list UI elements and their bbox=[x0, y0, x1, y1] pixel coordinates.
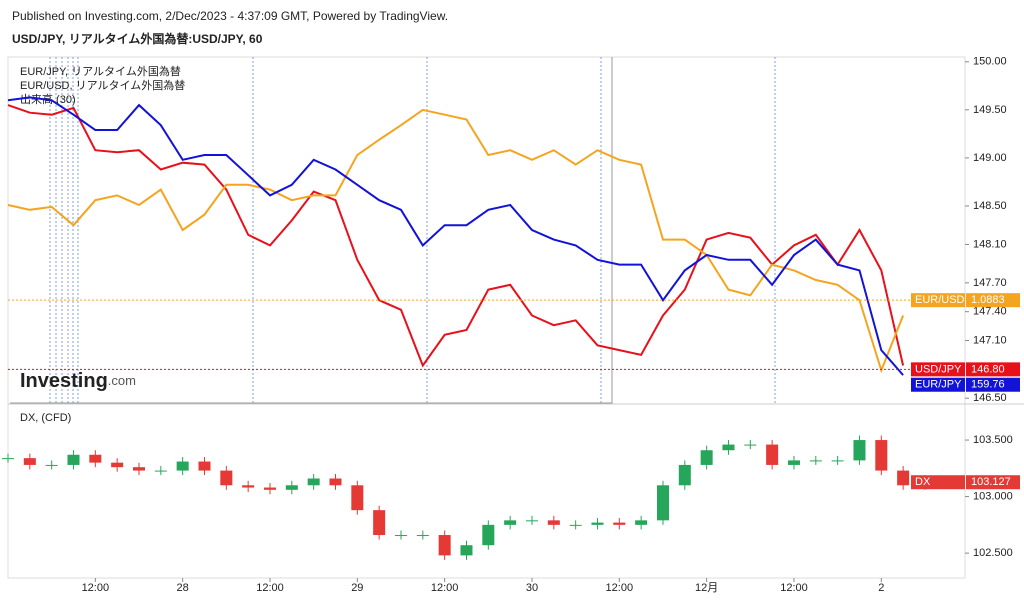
candle-body bbox=[809, 460, 822, 462]
price-tag-value-box bbox=[966, 293, 1020, 308]
candle-body bbox=[1, 458, 15, 460]
candle-body bbox=[744, 444, 757, 446]
legend-entry: EUR/USD, リアルタイム外国為替 bbox=[20, 78, 185, 92]
price-tag-name: EUR/USD bbox=[915, 294, 965, 306]
candle-body bbox=[285, 485, 298, 490]
candle-body bbox=[220, 470, 233, 486]
price-tag-name-box bbox=[911, 293, 965, 308]
candle-body bbox=[89, 454, 102, 463]
candle-body bbox=[875, 440, 888, 471]
price-tag-value: 146.80 bbox=[971, 363, 1005, 375]
candle-body bbox=[504, 520, 517, 525]
price-tag-name: EUR/JPY bbox=[915, 379, 962, 391]
plot-frame bbox=[7, 56, 966, 579]
candle-body bbox=[416, 535, 429, 537]
logo-suffix: .com bbox=[108, 373, 136, 388]
candle-body bbox=[853, 440, 866, 461]
candle-body bbox=[438, 535, 451, 556]
logo-brand: Investing bbox=[20, 370, 108, 392]
candle-body bbox=[111, 462, 124, 468]
x-tick-label: 2 bbox=[878, 582, 884, 594]
candle-body bbox=[307, 478, 320, 486]
series-line bbox=[7, 108, 905, 374]
price-tag-name-box bbox=[911, 377, 965, 392]
series-line bbox=[7, 104, 905, 368]
panel-title: DX, (CFD) bbox=[20, 412, 71, 424]
x-tick-label: 28 bbox=[177, 582, 189, 594]
candle-body bbox=[635, 520, 648, 525]
x-tick-label: 12:00 bbox=[256, 582, 284, 594]
x-tick-label: 12:00 bbox=[431, 582, 459, 594]
candle-body bbox=[482, 524, 495, 546]
candle-body bbox=[831, 460, 844, 462]
x-tick-label: 12:00 bbox=[82, 582, 110, 594]
price-tag-name-box bbox=[911, 362, 965, 377]
candle-body bbox=[23, 458, 36, 465]
y-tick-label: 146.50 bbox=[973, 392, 1007, 404]
candle-body bbox=[351, 485, 364, 511]
candle-body bbox=[525, 520, 538, 522]
candle-body bbox=[198, 461, 211, 471]
candle-body bbox=[263, 487, 276, 490]
candle-body bbox=[700, 450, 713, 465]
price-tag-value: 159.76 bbox=[971, 379, 1005, 391]
price-tag-value-box bbox=[966, 362, 1020, 377]
candle-body bbox=[67, 454, 80, 465]
candle-body bbox=[591, 522, 604, 525]
candle-body bbox=[766, 444, 779, 465]
candle-body bbox=[460, 545, 473, 556]
price-tag-name: USD/JPY bbox=[915, 363, 962, 375]
chart-title: USD/JPY, リアルタイム外国為替:USD/JPY, 60 bbox=[12, 31, 263, 46]
y-tick-label: 103.000 bbox=[973, 490, 1013, 502]
logo: Investing.com bbox=[20, 370, 136, 392]
price-tag-name: DX bbox=[915, 476, 931, 488]
y-tick-label: 147.70 bbox=[973, 277, 1007, 289]
y-tick-label: 149.00 bbox=[973, 152, 1007, 164]
candle-body bbox=[897, 470, 910, 486]
y-tick-label: 102.500 bbox=[973, 547, 1013, 559]
y-tick-label: 149.50 bbox=[973, 104, 1007, 116]
candle-body bbox=[242, 485, 255, 488]
x-tick-label: 30 bbox=[526, 582, 538, 594]
candle-body bbox=[569, 524, 582, 526]
candle-body bbox=[678, 464, 691, 486]
candle-body bbox=[547, 520, 560, 525]
candle-body bbox=[45, 464, 58, 466]
price-tag-name-box bbox=[911, 475, 965, 490]
y-tick-label: 150.00 bbox=[973, 56, 1007, 68]
candle-body bbox=[722, 444, 735, 451]
series-line bbox=[7, 96, 904, 376]
y-tick-label: 148.10 bbox=[973, 238, 1007, 250]
candle-body bbox=[154, 470, 167, 472]
candle-body bbox=[132, 467, 146, 471]
candle-body bbox=[613, 522, 626, 525]
price-tag-value: 1.0883 bbox=[971, 294, 1005, 306]
y-tick-label: 148.50 bbox=[973, 200, 1007, 212]
overlay-frame bbox=[10, 57, 613, 404]
legend-entry: EUR/JPY, リアルタイム外国為替 bbox=[20, 64, 181, 78]
candle-body bbox=[787, 460, 800, 465]
y-tick-label: 147.10 bbox=[973, 334, 1007, 346]
candle-body bbox=[373, 510, 386, 536]
price-tag-value: 103.127 bbox=[971, 476, 1011, 488]
candle-body bbox=[656, 485, 669, 521]
published-note: Published on Investing.com, 2/Dec/2023 -… bbox=[12, 9, 448, 23]
candle-body bbox=[394, 535, 407, 537]
candle-body bbox=[176, 461, 189, 471]
x-tick-label: 12:00 bbox=[780, 582, 808, 594]
x-tick-label: 12月 bbox=[695, 582, 718, 594]
price-tag-value-box bbox=[966, 377, 1020, 392]
y-tick-label: 103.500 bbox=[973, 434, 1013, 446]
x-tick-label: 12:00 bbox=[606, 582, 634, 594]
x-tick-label: 29 bbox=[351, 582, 363, 594]
price-tag-value-box bbox=[966, 475, 1020, 490]
candle-body bbox=[329, 478, 342, 486]
y-tick-label: 147.40 bbox=[973, 306, 1007, 318]
